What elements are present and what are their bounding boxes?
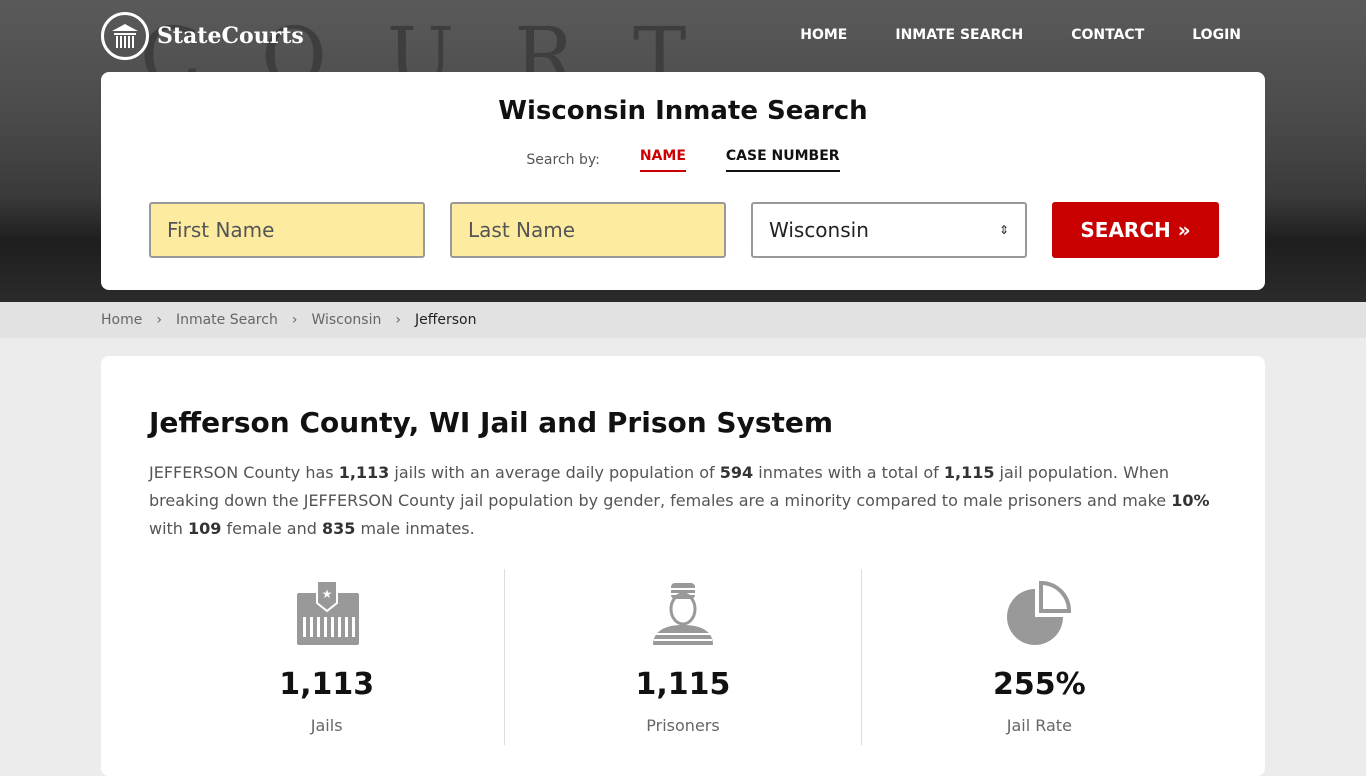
- state-select-value: Wisconsin: [769, 218, 869, 242]
- stat-jails: ★ 1,113 Jails: [149, 569, 504, 745]
- state-select[interactable]: Wisconsin ⇕: [751, 202, 1027, 258]
- breadcrumb-current: Jefferson: [414, 312, 477, 328]
- search-title: Wisconsin Inmate Search: [498, 96, 868, 126]
- stat-value: 255%: [992, 667, 1086, 702]
- breadcrumb-home[interactable]: Home: [101, 312, 143, 328]
- search-card: Wisconsin Inmate Search Search by: NAME …: [101, 72, 1265, 290]
- chevron-right-icon: ›: [395, 312, 401, 328]
- prisoner-icon: [652, 583, 713, 645]
- breadcrumb-wisconsin[interactable]: Wisconsin: [311, 312, 382, 328]
- breadcrumb: Home › Inmate Search › Wisconsin › Jefferso…: [0, 302, 1366, 338]
- stat-label: Jail Rate: [1006, 716, 1072, 735]
- courthouse-logo-icon: [101, 12, 149, 60]
- stat-value: 1,115: [635, 667, 731, 702]
- tab-case-number[interactable]: CASE NUMBER: [725, 148, 840, 172]
- content-card: Jefferson County, WI Jail and Prison Sys…: [101, 356, 1265, 776]
- search-by-label: Search by:: [526, 152, 600, 168]
- chevron-right-icon: ›: [156, 312, 162, 328]
- page-title: Jefferson County, WI Jail and Prison Sys…: [149, 406, 834, 439]
- nav-home[interactable]: HOME: [800, 27, 848, 43]
- last-name-input[interactable]: Last Name: [450, 202, 726, 258]
- stat-label: Jails: [310, 716, 343, 735]
- nav-inmate-search[interactable]: INMATE SEARCH: [895, 27, 1024, 43]
- breadcrumb-inmate-search[interactable]: Inmate Search: [175, 312, 278, 328]
- tab-name[interactable]: NAME: [639, 148, 686, 172]
- svg-text:★: ★: [321, 587, 332, 601]
- pie-chart-icon: [1007, 580, 1072, 645]
- nav-login[interactable]: LOGIN: [1192, 27, 1241, 43]
- stat-value: 1,113: [279, 667, 375, 702]
- stat-label: Prisoners: [646, 716, 720, 735]
- search-button[interactable]: SEARCH »: [1052, 202, 1219, 258]
- first-name-input[interactable]: First Name: [149, 202, 425, 258]
- stat-prisoners: 1,115 Prisoners: [504, 569, 860, 745]
- top-nav: StateCourts HOME INMATE SEARCH CONTACT L…: [0, 0, 1366, 72]
- jail-icon: ★: [296, 580, 359, 645]
- logo[interactable]: StateCourts: [101, 12, 304, 60]
- stat-jail-rate: 255% Jail Rate: [860, 569, 1217, 745]
- hero-header: COURT HOUSE StateCourts HOME INMATE SEAR…: [0, 0, 1366, 302]
- chevron-right-icon: ›: [291, 312, 298, 328]
- select-arrows-icon: ⇕: [998, 223, 1009, 237]
- summary-paragraph: JEFFERSON County has 1,113 jails with an…: [149, 463, 1210, 538]
- brand-name: StateCourts: [157, 23, 304, 49]
- nav-contact[interactable]: CONTACT: [1071, 27, 1145, 43]
